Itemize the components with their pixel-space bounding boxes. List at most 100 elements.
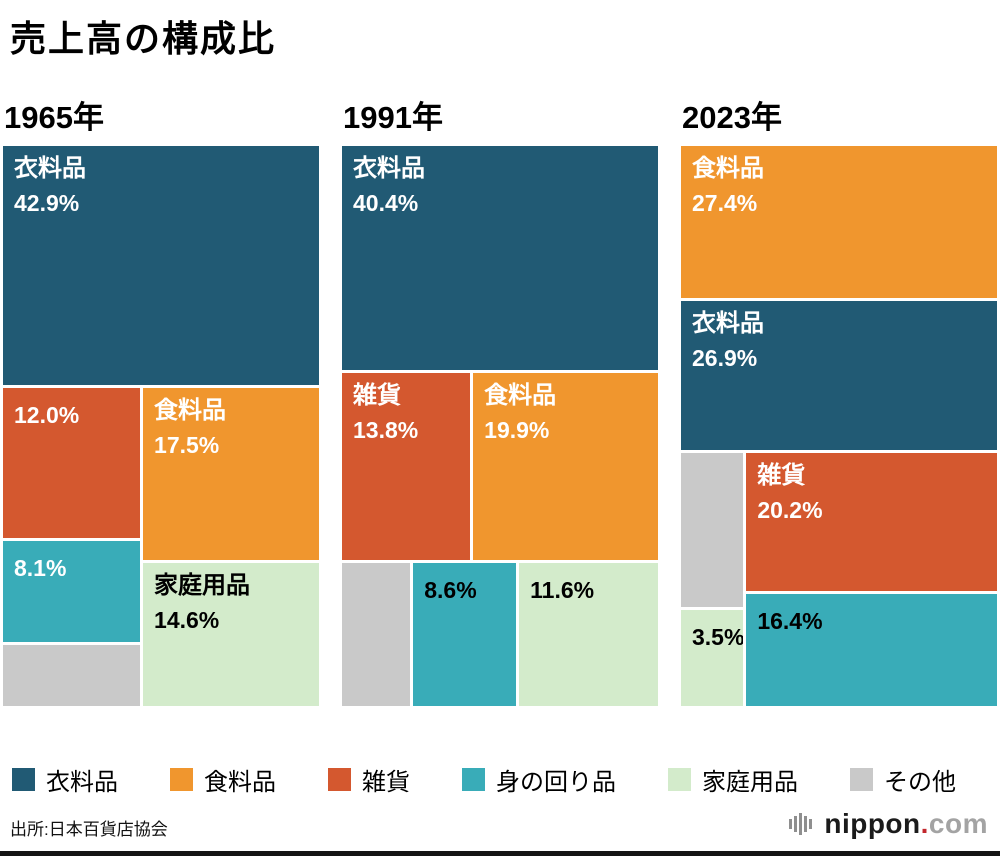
mosaic-1991: 衣料品 40.4% 雑貨 13.8% 食料品 19.9% 8.6% 11.6% — [342, 146, 658, 706]
segment-food: 食料品 17.5% — [143, 387, 319, 560]
panel-year-label: 2023年 — [682, 100, 782, 135]
logo-main: nippon — [824, 808, 921, 839]
segment-category-name: 衣料品 — [692, 309, 764, 337]
segment-value: 17.5% — [154, 431, 220, 458]
bottom-border-bar — [0, 851, 1000, 856]
legend-label: 身の回り品 — [496, 769, 616, 796]
chart-title: 売上高の構成比 — [10, 18, 277, 59]
block-group: 雑貨 20.2% 16.4% — [746, 452, 997, 706]
legend-item-other: その他 — [850, 762, 956, 797]
segment-sundries: 雑貨 13.8% — [342, 372, 471, 560]
segment-food: 食料品 19.9% — [473, 372, 658, 560]
legend-label: 家庭用品 — [702, 769, 798, 796]
mosaic-1965: 衣料品 42.9% 12.0% 8.1% 食料品 17.5% 家庭用品 14.6% — [3, 146, 319, 706]
segment-label: 雑貨 20.2% — [757, 461, 822, 525]
segment-label: 11.6% — [530, 571, 594, 605]
segment-value: 3.5% — [692, 623, 744, 650]
segment-label: 12.0% — [14, 396, 79, 430]
segment-clothing: 衣料品 26.9% — [681, 300, 997, 450]
legend-label: その他 — [884, 769, 956, 796]
block-group: 12.0% 8.1% — [3, 387, 141, 706]
segment-label: 衣料品 42.9% — [14, 154, 86, 218]
segment-value: 16.4% — [757, 607, 823, 634]
segment-sundries: 12.0% — [3, 387, 141, 538]
logo-dot: . — [920, 808, 929, 839]
nippon-logo: nippon.com — [789, 808, 988, 840]
segment-value: 12.0% — [14, 401, 80, 428]
segment-value: 8.1% — [14, 554, 67, 581]
segment-label: 食料品 19.9% — [484, 381, 556, 445]
legend-label: 衣料品 — [46, 769, 118, 796]
legend-item-clothing: 衣料品 — [12, 762, 118, 797]
segment-clothing: 衣料品 42.9% — [3, 146, 319, 385]
nippon-logo-bars-icon — [789, 813, 813, 835]
nippon-logo-text: nippon.com — [824, 808, 988, 840]
panels: 1965年 衣料品 42.9% 12.0% 8.1% 食料品 17.5% 家庭用品 14.6% 1… — [2, 92, 998, 706]
segment-label: 16.4% — [757, 602, 822, 636]
legend-item-food: 食料品 — [170, 762, 276, 797]
segment-category-name: 食料品 — [484, 381, 557, 409]
panel-1965: 1965年 衣料品 42.9% 12.0% 8.1% 食料品 17.5% 家庭用品 14.6% — [3, 92, 319, 706]
segment-label: 家庭用品 14.6% — [154, 571, 250, 635]
panel-2023: 2023年食料品 27.4% 衣料品 26.9% 3.5% 雑貨 20.2% 16.4% — [681, 92, 997, 706]
mosaic-2023: 食料品 27.4% 衣料品 26.9% 3.5% 雑貨 20.2% 16.4% — [681, 146, 997, 706]
legend-swatch-clothing — [12, 768, 35, 791]
segment-category-name: 家庭用品 — [154, 571, 251, 599]
block-group: 3.5% 雑貨 20.2% 16.4% — [681, 452, 997, 706]
logo-suffix: com — [928, 808, 988, 839]
segment-value: 13.8% — [353, 416, 419, 443]
segment-value: 20.2% — [757, 496, 823, 523]
legend-item-sundries: 雑貨 — [328, 762, 410, 797]
legend-swatch-food — [170, 768, 193, 791]
segment-category-name: 衣料品 — [14, 155, 86, 182]
legend-item-personal: 身の回り品 — [462, 762, 616, 797]
legend-label: 雑貨 — [362, 769, 410, 796]
legend-swatch-sundries — [328, 768, 351, 791]
segment-label: 8.6% — [424, 571, 476, 605]
segment-category-name: 衣料品 — [353, 155, 425, 182]
legend-item-household: 家庭用品 — [668, 762, 798, 797]
legend-swatch-household — [668, 768, 691, 791]
segment-label: 8.1% — [14, 549, 66, 583]
segment-household: 家庭用品 14.6% — [143, 562, 319, 706]
block-group: 3.5% — [681, 452, 744, 706]
segment-label: 食料品 27.4% — [692, 154, 764, 218]
legend-swatch-personal — [462, 768, 485, 791]
segment-sundries: 雑貨 20.2% — [746, 452, 997, 591]
segment-value: 26.9% — [692, 344, 758, 371]
segment-category-name: 雑貨 — [353, 381, 401, 409]
segment-other — [3, 644, 141, 706]
block-group: 12.0% 8.1% 食料品 17.5% 家庭用品 14.6% — [3, 387, 319, 706]
segment-personal: 16.4% — [746, 593, 997, 706]
legend-swatch-other — [850, 768, 873, 791]
segment-category-name: 食料品 — [692, 155, 764, 182]
segment-value: 8.6% — [424, 576, 477, 603]
segment-category-name: 食料品 — [154, 396, 227, 424]
panel-1991: 1991年衣料品 40.4% 雑貨 13.8% 食料品 19.9% 8.6% 11.6% — [342, 92, 658, 706]
source-note: 出所:日本百貨店協会 — [10, 820, 168, 839]
segment-label: 衣料品 40.4% — [353, 154, 425, 218]
legend-label: 食料品 — [204, 769, 276, 796]
segment-label: 3.5% — [692, 618, 743, 652]
block-group: 食料品 17.5% 家庭用品 14.6% — [143, 387, 319, 706]
segment-value: 19.9% — [484, 416, 550, 443]
segment-category-name: 雑貨 — [757, 461, 806, 489]
segment-other — [681, 452, 744, 607]
segment-label: 雑貨 13.8% — [353, 381, 418, 445]
segment-personal: 8.1% — [3, 540, 141, 642]
segment-label: 食料品 17.5% — [154, 396, 226, 460]
segment-value: 42.9% — [14, 190, 80, 216]
segment-household: 11.6% — [519, 562, 658, 706]
segment-value: 40.4% — [353, 190, 419, 216]
segment-value: 27.4% — [692, 190, 758, 216]
segment-personal: 8.6% — [413, 562, 517, 706]
segment-food: 食料品 27.4% — [681, 146, 997, 298]
segment-value: 11.6% — [530, 576, 595, 603]
legend: 衣料品 食料品 雑貨 身の回り品 家庭用品 その他 — [12, 762, 998, 797]
panel-year-label: 1991年 — [343, 100, 443, 135]
segment-label: 衣料品 26.9% — [692, 309, 764, 373]
segment-other — [342, 562, 411, 706]
footer: 出所:日本百貨店協会 nippon.com — [10, 808, 988, 840]
segment-value: 14.6% — [154, 606, 220, 633]
